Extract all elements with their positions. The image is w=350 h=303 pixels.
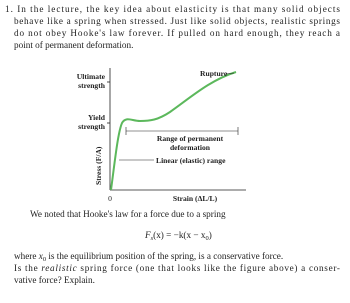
equation: Fs(x) = −k(x − x0): [144, 230, 212, 242]
origin-label: 0: [108, 194, 112, 203]
text: spring force (one that looks like the fi…: [77, 263, 340, 273]
paragraph-line: where x0 is the equilibrium position of …: [14, 251, 283, 263]
eq-sub: 0: [205, 235, 208, 242]
paragraph-line: We noted that Hooke's law for a force du…: [30, 209, 226, 219]
label: strength: [78, 81, 106, 90]
paragraph-line: 1. In the lecture, the key idea about el…: [5, 4, 340, 14]
text: x: [38, 251, 44, 261]
pointer: [225, 72, 235, 75]
paragraph-line: behave like a spring when stressed. Just…: [14, 16, 340, 26]
paragraph-line: Is the realistic spring force (one that …: [14, 263, 340, 273]
paragraph-line: point of permanent deformation.: [14, 40, 133, 50]
label: deformation: [170, 143, 211, 152]
text: is the equilibrium position of the sprin…: [46, 251, 283, 261]
paragraph-line: vative force? Explain.: [14, 275, 95, 285]
stress-strain-figure: Ultimate strength Yield strength Rupture…: [77, 68, 246, 203]
curve: [110, 71, 237, 191]
label: Range of permanent: [157, 134, 224, 143]
text: where: [14, 251, 39, 261]
axis-label: Stress (F/A): [94, 146, 103, 185]
label: Rupture: [200, 69, 228, 78]
label: strength: [78, 122, 106, 131]
label: Ultimate: [77, 72, 106, 81]
label: Yield: [88, 113, 106, 122]
axis-label: Strain (ΔL/L): [173, 194, 218, 203]
eq-sub: s: [151, 235, 154, 242]
eq-part: F: [144, 230, 151, 240]
label: Linear (elastic) range: [156, 156, 226, 165]
sub: 0: [43, 256, 46, 263]
text: realistic: [41, 263, 76, 273]
text: Is the: [14, 263, 41, 273]
eq-part: (x) = −k(x − x: [153, 230, 206, 240]
paragraph-line: do not obey Hooke's law forever. If pull…: [14, 28, 340, 38]
eq-part: ): [209, 230, 212, 240]
